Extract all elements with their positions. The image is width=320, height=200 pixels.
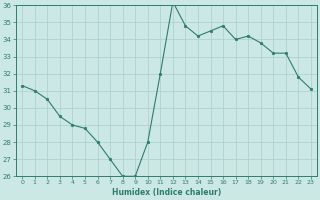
X-axis label: Humidex (Indice chaleur): Humidex (Indice chaleur) (112, 188, 221, 197)
